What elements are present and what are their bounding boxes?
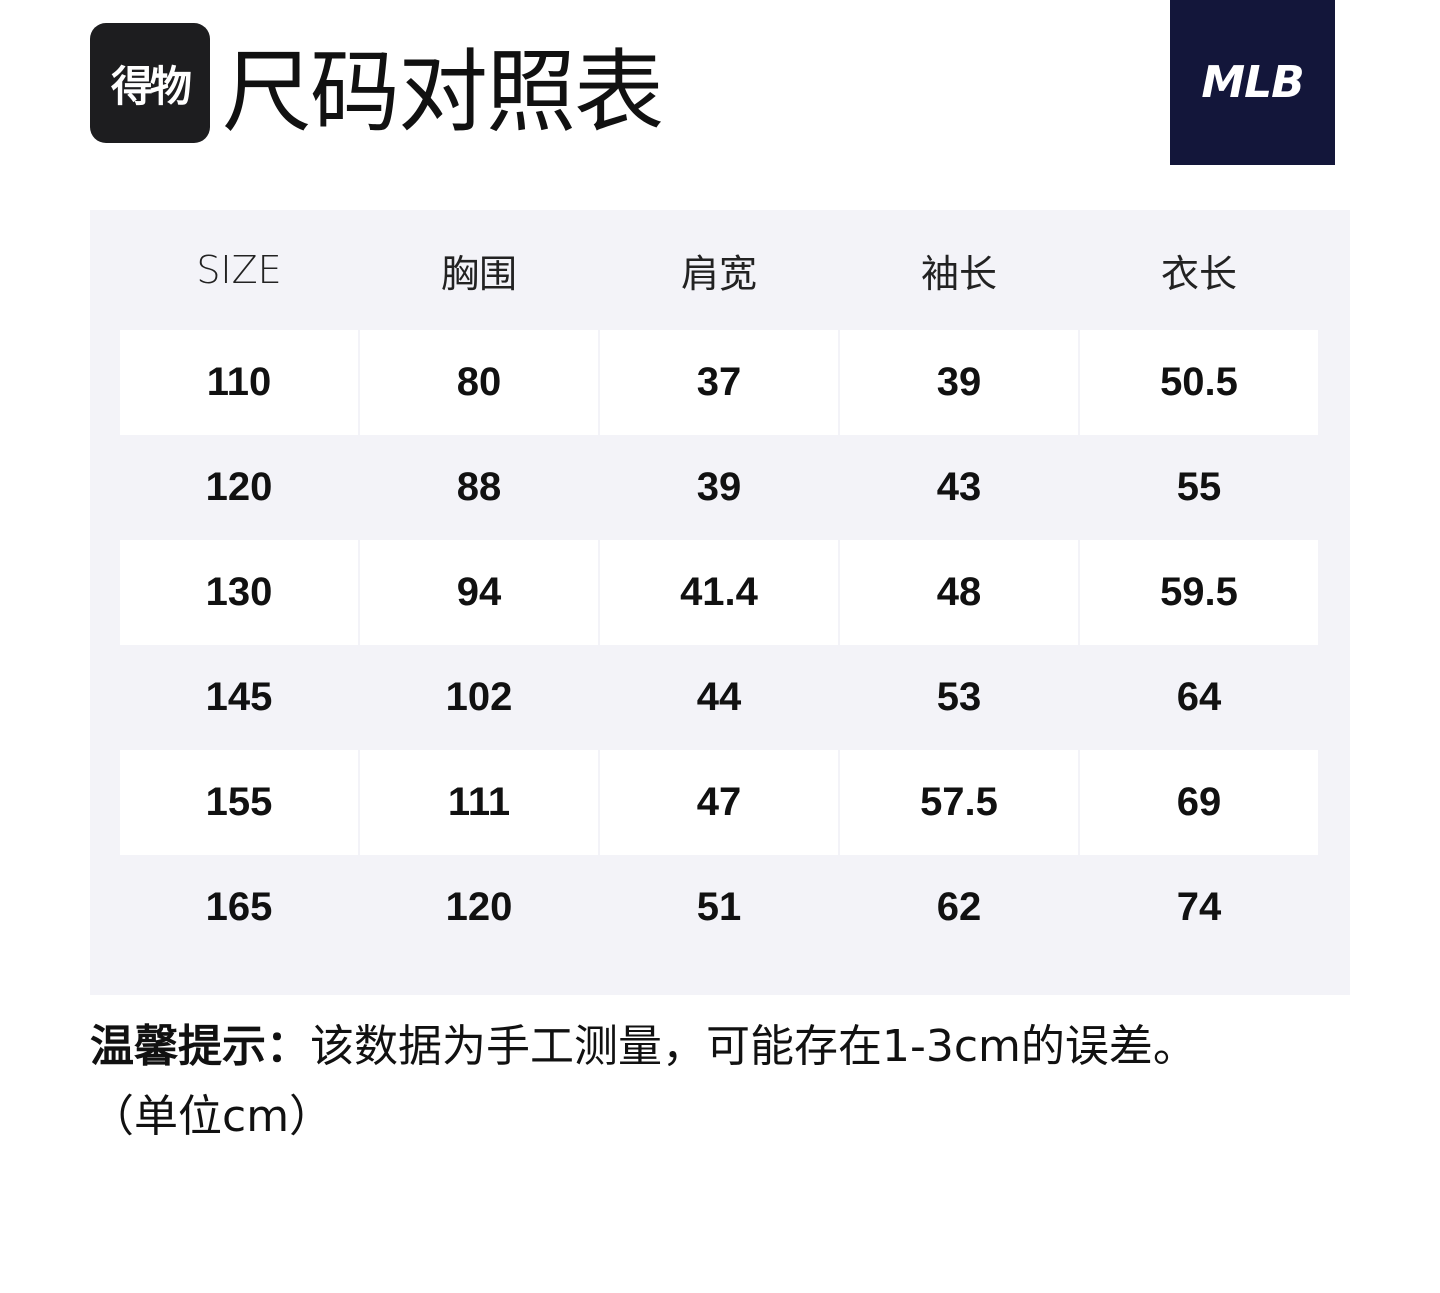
table-cell: 110 — [120, 330, 358, 435]
table-cell: 53 — [936, 675, 982, 719]
table-row: 130 94 41.4 48 59.5 — [120, 540, 1320, 645]
table-cell: 64 — [1176, 675, 1222, 719]
table-cell: 165 — [205, 885, 273, 929]
header-sleeve: 袖长 — [920, 251, 997, 296]
brand-logo: MLB — [1170, 0, 1335, 165]
table-cell: 39 — [696, 465, 742, 509]
table-cell: 62 — [936, 885, 982, 929]
table-row: 120 88 39 43 55 — [120, 435, 1320, 540]
header-length: 衣长 — [1160, 251, 1237, 296]
header-size: SIZE — [196, 248, 282, 292]
note-unit: （单位cm） — [90, 1091, 334, 1142]
table-cell: 44 — [696, 675, 742, 719]
measurement-note: 温馨提示：该数据为手工测量，可能存在1-3cm的误差。 （单位cm） — [90, 1012, 1390, 1152]
table-cell: 145 — [205, 675, 273, 719]
table-cell: 43 — [936, 465, 982, 509]
table-cell: 41.4 — [600, 540, 838, 645]
table-cell: 59.5 — [1080, 540, 1318, 645]
table-cell: 94 — [360, 540, 598, 645]
table-row: 155 111 47 57.5 69 — [120, 750, 1320, 855]
table-cell: 155 — [120, 750, 358, 855]
table-cell: 51 — [696, 885, 742, 929]
size-table: SIZE 胸围 肩宽 袖长 衣长 110 80 37 39 50.5 120 8… — [90, 210, 1350, 995]
table-row: 110 80 37 39 50.5 — [120, 330, 1320, 435]
table-cell: 120 — [445, 885, 513, 929]
table-cell: 48 — [840, 540, 1078, 645]
table-cell: 69 — [1080, 750, 1318, 855]
table-cell: 80 — [360, 330, 598, 435]
table-cell: 74 — [1176, 885, 1222, 929]
table-cell: 39 — [840, 330, 1078, 435]
note-label: 温馨提示： — [90, 1021, 310, 1072]
table-cell: 102 — [445, 675, 513, 719]
header-chest: 胸围 — [440, 251, 517, 296]
table-cell: 88 — [456, 465, 502, 509]
table-cell: 120 — [205, 465, 273, 509]
table-cell: 47 — [600, 750, 838, 855]
page-title: 尺码对照表 — [222, 40, 664, 145]
table-cell: 111 — [360, 750, 598, 855]
table-row: 165 120 51 62 74 — [120, 855, 1320, 960]
note-text: 该数据为手工测量，可能存在1-3cm的误差。 — [310, 1021, 1197, 1072]
table-header-row: SIZE 胸围 肩宽 袖长 衣长 — [120, 210, 1320, 330]
table-cell: 130 — [120, 540, 358, 645]
table-cell: 50.5 — [1080, 330, 1318, 435]
app-logo: 得物 — [90, 23, 210, 143]
brand-logo-text: MLB — [1201, 57, 1304, 108]
table-cell: 57.5 — [840, 750, 1078, 855]
table-cell: 37 — [600, 330, 838, 435]
table-row: 145 102 44 53 64 — [120, 645, 1320, 750]
app-logo-text: 得物 — [110, 61, 192, 111]
header-shoulder: 肩宽 — [680, 251, 757, 296]
table-cell: 55 — [1176, 465, 1222, 509]
